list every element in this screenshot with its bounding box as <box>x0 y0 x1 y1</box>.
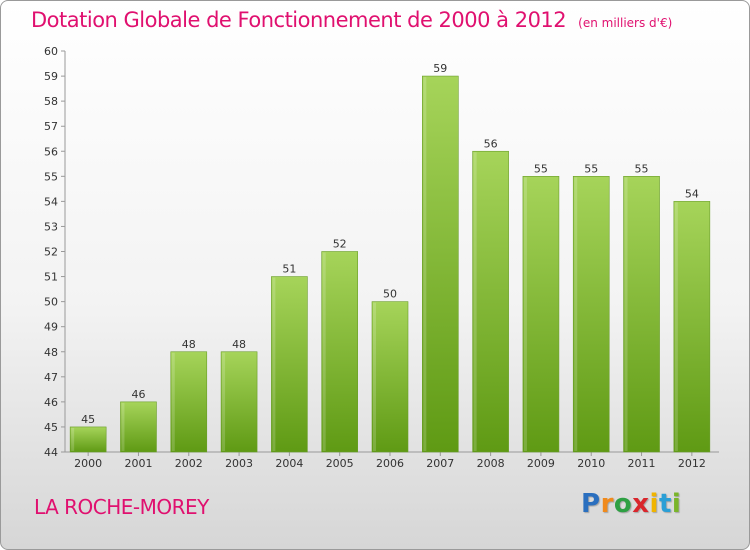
logo-letter: i <box>671 489 682 519</box>
bar-2010 <box>572 176 610 453</box>
bar-highlight <box>523 177 527 451</box>
y-tick-label: 60 <box>44 45 58 58</box>
y-tick-label: 50 <box>44 296 58 309</box>
x-tick-label: 2004 <box>275 457 303 470</box>
x-tick-label: 2005 <box>326 457 354 470</box>
chart-title: Dotation Globale de Fonctionnement de 20… <box>31 8 672 32</box>
logo-letter: o <box>613 489 633 519</box>
logo-letter: r <box>600 489 614 519</box>
bar-highlight <box>574 177 578 451</box>
x-tick-label: 2009 <box>527 457 555 470</box>
bar-highlight <box>322 252 326 451</box>
bar-highlight <box>171 352 175 451</box>
logo-letter: x <box>632 489 650 519</box>
y-tick-label: 57 <box>44 120 58 133</box>
bar-highlight <box>373 302 376 451</box>
y-tick-label: 49 <box>44 321 58 334</box>
data-label-2008: 56 <box>484 137 498 150</box>
y-tick-label: 45 <box>44 421 58 434</box>
bar-highlight <box>121 402 125 451</box>
bar-2004 <box>271 276 308 453</box>
bar-2007 <box>422 75 459 453</box>
chart-title-text: Dotation Globale de Fonctionnement de 20… <box>31 8 567 32</box>
y-tick-label: 51 <box>44 271 58 284</box>
data-label-2003: 48 <box>232 338 246 351</box>
x-tick-label: 2000 <box>74 457 102 470</box>
bar-2012 <box>673 201 711 453</box>
bar-2001 <box>120 401 157 453</box>
commune-name: LA ROCHE-MOREY <box>34 495 209 519</box>
bar-2006 <box>371 301 409 453</box>
x-tick-label: 2007 <box>426 457 454 470</box>
chart-unit: (en milliers d'€) <box>578 16 673 30</box>
bar-highlight <box>272 277 276 451</box>
y-tick-label: 56 <box>44 145 58 158</box>
x-tick-label: 2003 <box>225 457 253 470</box>
bar-highlight <box>423 77 427 451</box>
bar-2003 <box>220 351 258 453</box>
y-tick-label: 53 <box>44 220 58 233</box>
bar-2005 <box>321 251 358 453</box>
y-tick-label: 44 <box>44 446 58 459</box>
bar-2008 <box>472 150 509 453</box>
logo-letter: i <box>649 489 659 519</box>
data-label-2005: 52 <box>333 238 347 251</box>
y-tick-label: 46 <box>44 396 58 409</box>
x-tick-label: 2012 <box>678 457 706 470</box>
data-label-2012: 54 <box>685 187 699 200</box>
x-tick-label: 2001 <box>124 457 152 470</box>
x-tick-label: 2006 <box>376 457 404 470</box>
bar-2000 <box>69 426 107 453</box>
y-tick-label: 58 <box>44 95 58 108</box>
x-tick-label: 2011 <box>628 457 656 470</box>
data-label-2004: 51 <box>282 263 296 276</box>
y-tick-label: 48 <box>44 346 58 359</box>
y-tick-label: 52 <box>44 246 58 259</box>
logo-letter: P <box>581 489 601 519</box>
bar-highlight <box>222 352 226 451</box>
data-label-2011: 55 <box>635 162 649 175</box>
logo-letter: t <box>658 489 672 519</box>
data-label-2002: 48 <box>182 338 196 351</box>
x-tick-label: 2010 <box>577 457 605 470</box>
bar-highlight <box>473 152 477 451</box>
data-label-2010: 55 <box>584 162 598 175</box>
proxiti-logo: Proxiti <box>581 489 681 519</box>
x-tick-label: 2008 <box>477 457 505 470</box>
chart-bars: 45 46 48 48 51 52 50 59 56 55 55 55 54 <box>69 62 711 453</box>
bar-2011 <box>623 176 660 453</box>
data-label-2007: 59 <box>433 62 447 75</box>
y-tick-label: 55 <box>44 170 58 183</box>
y-tick-label: 47 <box>44 371 58 384</box>
bar-highlight <box>71 427 75 451</box>
y-tick-label: 54 <box>44 195 58 208</box>
bar-highlight <box>674 202 678 451</box>
data-label-2006: 50 <box>383 288 397 301</box>
data-label-2001: 46 <box>131 388 145 401</box>
bar-2002 <box>170 351 208 453</box>
data-label-2000: 45 <box>81 413 95 426</box>
y-tick-label: 59 <box>44 70 58 83</box>
bar-2009 <box>522 176 560 453</box>
bar-highlight <box>624 177 628 451</box>
x-tick-label: 2002 <box>175 457 203 470</box>
chart-axes: 44 45 46 47 48 49 50 51 52 53 54 55 56 57 58 59 60 2000 20… <box>44 45 719 470</box>
data-label-2009: 55 <box>534 162 548 175</box>
